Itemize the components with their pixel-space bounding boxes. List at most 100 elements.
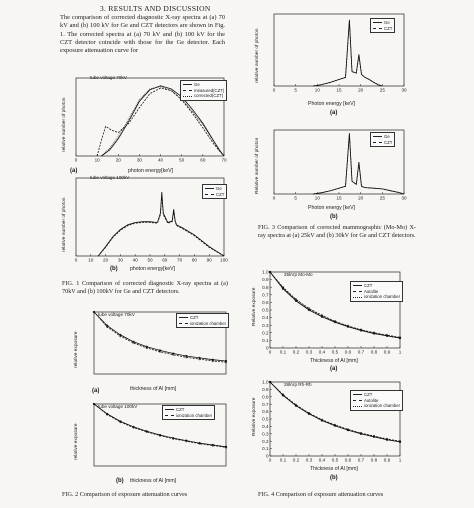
plot-fig3a: 0 5 10 15 20 25 30 Ge CZT relative number of p… — [255, 8, 410, 94]
x-tick-label: 5 — [294, 88, 297, 93]
ylabel-fig1b: relative number of photon — [62, 197, 67, 252]
xlabel-fig4a: Thickness of Al [mm] — [310, 358, 358, 364]
y-tick-label: 1.0 — [262, 270, 269, 275]
ylabel-fig2b: relative exposure — [74, 423, 79, 460]
y-tick-label: 0.1 — [262, 446, 269, 451]
data-point — [198, 358, 201, 361]
legend-fig4a: CZT Autolite ionization chamber — [350, 281, 404, 302]
y-tick-label: 0.8 — [262, 285, 269, 290]
data-point — [372, 331, 376, 334]
series-line-czt — [97, 195, 225, 257]
y-tick-label: 0.9 — [262, 387, 269, 392]
x-tick-label: 10 — [88, 258, 94, 263]
xlabel-fig3b: Photon energy [keV] — [308, 205, 356, 211]
sublabel-fig1b: (b) — [110, 266, 118, 272]
x-tick-label: 0.7 — [358, 350, 365, 355]
y-tick-label: 0.7 — [262, 402, 269, 407]
data-point — [385, 438, 389, 441]
data-point — [132, 426, 135, 429]
x-tick-label: 15 — [336, 88, 342, 93]
x-tick-label: 40 — [158, 158, 164, 163]
data-point — [346, 428, 350, 432]
series-line-ionization-chamber — [93, 403, 227, 448]
x-tick-label: 0.6 — [345, 458, 352, 463]
series-line-ionization-chamber — [269, 271, 401, 339]
y-tick-label: 1.0 — [262, 380, 269, 385]
x-tick-label: 0.1 — [280, 458, 287, 463]
data-point — [307, 308, 311, 311]
data-point — [294, 299, 298, 302]
x-tick-label: 0.7 — [358, 458, 365, 463]
data-point — [346, 428, 350, 431]
section-paragraph: The comparison of corrected diagnostic X… — [60, 14, 225, 55]
data-point — [224, 446, 228, 449]
chart-fig1a: 0 10 20 30 40 50 60 70 — [75, 77, 227, 163]
x-tick-label: 80 — [192, 258, 198, 263]
legend-item: ionization chamber — [353, 294, 400, 300]
data-point — [106, 325, 109, 328]
x-tick-label: 0.6 — [345, 350, 352, 355]
x-tick-label: 0.9 — [384, 458, 391, 463]
data-point — [333, 320, 337, 323]
plot-frame — [93, 403, 227, 467]
data-point — [281, 394, 285, 397]
legend-item: Autolite — [353, 398, 400, 404]
chart-fig1b: 0 10 20 30 40 50 60 70 80 90 100 — [75, 177, 228, 263]
x-tick-label: 20 — [358, 196, 364, 201]
ylabel-fig3b: Relative number of photon — [255, 137, 260, 194]
ylabel-fig2a: relative exposure — [74, 331, 79, 368]
sublabel-fig4a: (a) — [330, 366, 338, 372]
x-tick-label: 0 — [75, 258, 78, 263]
x-tick-label: 0.3 — [306, 350, 313, 355]
data-point — [268, 270, 272, 274]
chart-fig4b: 0 0.1 0.2 0.3 0.4 0.5 0.6 0.7 0.8 0.9 1 0 0.1 0.2 0.3 0… — [262, 380, 402, 463]
annotation-fig1b: tube voltage 100kV — [90, 175, 130, 180]
data-point — [92, 402, 96, 406]
data-point — [158, 350, 162, 353]
series-line-corrected-czt- — [101, 86, 225, 157]
data-point — [398, 336, 402, 339]
x-tick-label: 15 — [336, 196, 342, 201]
annotation-fig4b: 28kVp Rh-Rh — [284, 382, 312, 387]
x-tick-label: 1 — [399, 350, 402, 355]
xlabel-fig2b: thickness of Al [mm] — [130, 478, 177, 484]
y-tick-label: 0.2 — [262, 330, 269, 335]
plot-fig2b: tube voltage 100kV CZT ionization chambe… — [74, 400, 230, 474]
series-line-czt — [312, 134, 405, 195]
data-point — [346, 324, 350, 328]
x-tick-label: 30 — [118, 258, 124, 263]
legend-fig3a: Ge CZT — [370, 18, 396, 34]
sublabel-fig3b: (b) — [330, 214, 338, 220]
x-tick-label: 25 — [380, 88, 386, 93]
x-tick-label: 30 — [401, 196, 407, 201]
y-tick-label: 0.4 — [262, 424, 269, 429]
chart-fig3a: 0 5 10 15 20 25 30 — [273, 13, 407, 93]
caption-fig4: FIG. 4 Comparison of exposure attenuatio… — [258, 491, 384, 498]
x-tick-label: 10 — [95, 158, 101, 163]
series-line-ge — [97, 191, 225, 257]
legend-item: Ge — [373, 134, 392, 140]
y-tick-label: 0.4 — [262, 315, 269, 320]
series-line-measured-czt- — [96, 87, 225, 157]
x-tick-label: 0.3 — [306, 458, 313, 463]
legend-fig1a: Ge measured(CZT) corrected(CZT) — [180, 80, 228, 101]
ylabel-fig3a: relative number of photon — [255, 28, 260, 83]
annotation-fig2a: tube voltage 70kV — [98, 312, 135, 317]
y-tick-label: 0.6 — [262, 300, 269, 305]
chart-fig4a: 0 0.1 0.2 0.3 0.4 0.5 0.6 0.7 0.8 0.9 1 0 0.1 0.2 0.3 0… — [262, 270, 402, 355]
y-tick-label: 0.8 — [262, 394, 269, 399]
y-tick-label: 0.1 — [262, 338, 269, 343]
x-tick-label: 0.1 — [280, 350, 287, 355]
legend-item: CZT — [373, 26, 392, 32]
x-tick-label: 0.9 — [384, 350, 391, 355]
ylabel-fig4a: Relative exposure — [252, 287, 257, 326]
data-point — [211, 359, 214, 363]
x-tick-label: 1 — [399, 458, 402, 463]
plot-fig4b: 0 0.1 0.2 0.3 0.4 0.5 0.6 0.7 0.8 0.9 1 0 0.1 0.2 0.3 0… — [252, 376, 406, 464]
y-tick-label: 0.6 — [262, 409, 269, 414]
y-tick-label: 0.9 — [262, 277, 269, 282]
plot-fig3b: 0 5 10 15 20 25 30 Ge CZT Relative number of p… — [255, 124, 410, 202]
plot-fig1b: 0 10 20 30 40 50 60 70 80 90 100 tube voltage 100k… — [62, 172, 230, 264]
series-line-czt — [312, 21, 383, 87]
chart-fig3b: 0 5 10 15 20 25 30 — [273, 129, 407, 201]
